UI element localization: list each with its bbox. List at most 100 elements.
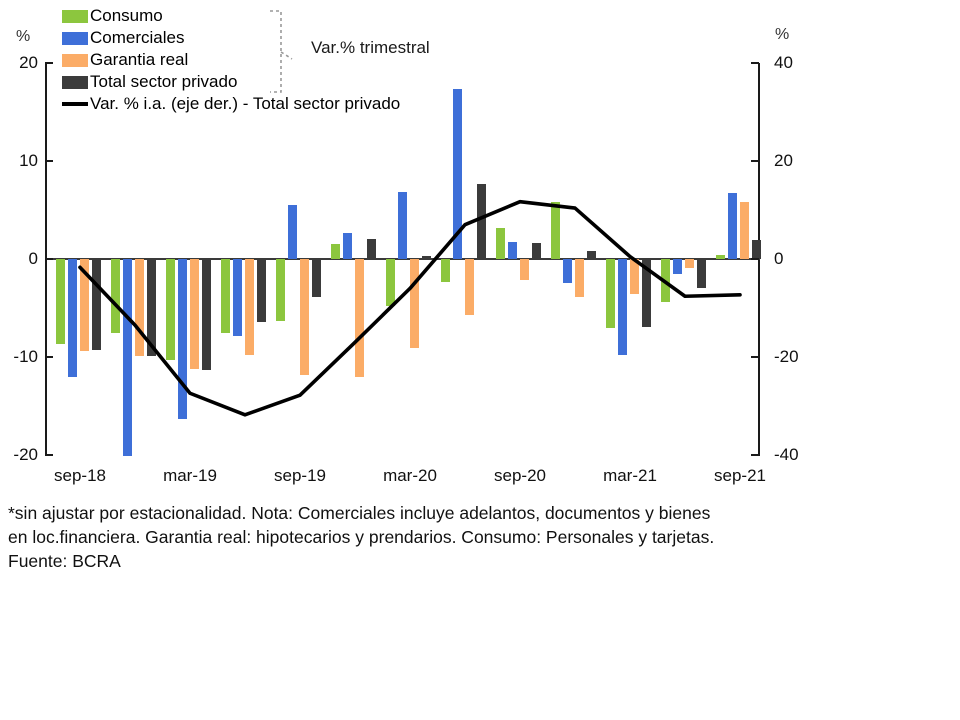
- legend-item-comerciales: Comerciales: [62, 27, 400, 49]
- bar-total-sector-privado-jun-20: [477, 183, 486, 259]
- footnote: *sin ajustar por estacionalidad. Nota: C…: [8, 501, 714, 573]
- left-axis-unit: %: [16, 28, 31, 45]
- bar-total-sector-privado-dic-19: [367, 239, 376, 259]
- bar-consumo-sep-20: [496, 227, 505, 259]
- legend-label: Total sector privado: [90, 72, 238, 91]
- consumo-swatch-icon: [62, 9, 88, 23]
- left-axis-tick: [45, 356, 53, 358]
- bar-garantia-real-dic-20: [575, 259, 584, 298]
- bar-comerciales-jun-21: [673, 259, 682, 274]
- bar-comerciales-mar-19: [178, 259, 187, 419]
- plot-area: [45, 63, 761, 456]
- footnote-line-2: en loc.financiera. Garantia real: hipote…: [8, 527, 715, 547]
- right-axis-tick: [751, 62, 759, 64]
- x-axis-tick-label: mar-20: [383, 466, 437, 485]
- legend-label: Garantia real: [90, 50, 189, 69]
- bar-consumo-sep-21: [716, 255, 725, 259]
- bar-consumo-mar-20: [386, 259, 395, 307]
- bar-comerciales-mar-21: [618, 259, 627, 356]
- x-axis-tick-label: sep-20: [494, 466, 546, 485]
- bar-total-sector-privado-sep-20: [532, 243, 541, 259]
- left-axis-tick-label: -10: [13, 347, 38, 366]
- bar-garantia-real-dic-18: [135, 259, 144, 357]
- annotation-var-trimestral: Var.% trimestral: [311, 38, 430, 57]
- bar-total-sector-privado-mar-21: [642, 259, 651, 327]
- bar-total-sector-privado-sep-21: [752, 240, 761, 259]
- bar-garantia-real-mar-19: [190, 259, 199, 369]
- bar-comerciales-sep-20: [508, 242, 517, 259]
- bar-total-sector-privado-dic-20: [587, 251, 596, 259]
- bar-garantia-real-sep-20: [520, 259, 529, 280]
- right-axis-tick-label: -40: [774, 445, 799, 464]
- left-axis-tick-label: 10: [19, 151, 38, 170]
- bar-consumo-sep-19: [276, 259, 285, 321]
- bar-comerciales-jun-19: [233, 259, 242, 337]
- garantia-real-swatch-icon: [62, 53, 88, 67]
- bar-garantia-real-mar-20: [410, 259, 419, 349]
- legend-item-total-sector-privado: Total sector privado: [62, 71, 400, 93]
- bar-garantia-real-mar-21: [630, 259, 639, 295]
- left-axis-tick: [45, 454, 53, 456]
- bar-comerciales-jun-20: [453, 89, 462, 259]
- right-axis-tick: [751, 356, 759, 358]
- bar-garantia-real-dic-19: [355, 259, 364, 377]
- bar-total-sector-privado-sep-19: [312, 259, 321, 298]
- bar-comerciales-sep-21: [728, 193, 737, 259]
- right-axis-tick-label: 20: [774, 151, 793, 170]
- legend-item-garantia-real: Garantia real: [62, 49, 400, 71]
- legend-label: Consumo: [90, 6, 163, 25]
- bar-consumo-mar-21: [606, 259, 615, 328]
- bar-consumo-dic-20: [551, 202, 560, 259]
- left-axis-tick-label: 20: [19, 53, 38, 72]
- x-axis-tick-label: sep-21: [714, 466, 766, 485]
- bar-garantia-real-sep-21: [740, 202, 749, 259]
- bar-total-sector-privado-jun-19: [257, 259, 266, 322]
- bar-comerciales-dic-18: [123, 259, 132, 456]
- right-axis-tick-label: 0: [774, 249, 784, 268]
- left-axis-tick: [45, 160, 53, 162]
- comerciales-swatch-icon: [62, 31, 88, 45]
- legend-item-var-ia-line: Var. % i.a. (eje der.) - Total sector pr…: [62, 93, 400, 115]
- bar-consumo-sep-18: [56, 259, 65, 345]
- bar-garantia-real-sep-19: [300, 259, 309, 375]
- legend-brace-icon: [270, 10, 293, 93]
- right-axis-unit: %: [775, 26, 790, 43]
- bar-consumo-dic-18: [111, 259, 120, 334]
- line-var-ia-total-sector-privado: [78, 199, 742, 417]
- bar-consumo-jun-19: [221, 259, 230, 334]
- left-axis-tick: [45, 62, 53, 64]
- bar-garantia-real-jun-19: [245, 259, 254, 356]
- bar-comerciales-mar-20: [398, 192, 407, 259]
- bar-total-sector-privado-dic-18: [147, 259, 156, 357]
- bar-comerciales-sep-19: [288, 205, 297, 259]
- right-axis-tick: [751, 258, 759, 260]
- legend-label: Var. % i.a. (eje der.) - Total sector pr…: [90, 94, 401, 113]
- right-axis-tick-label: -20: [774, 347, 799, 366]
- left-axis-tick: [45, 258, 53, 260]
- bar-comerciales-dic-19: [343, 232, 352, 259]
- bar-garantia-real-sep-18: [80, 259, 89, 352]
- bar-consumo-mar-19: [166, 259, 175, 360]
- bar-total-sector-privado-sep-18: [92, 259, 101, 351]
- legend-item-consumo: Consumo: [62, 5, 400, 27]
- bar-total-sector-privado-mar-20: [422, 256, 431, 259]
- line-swatch-icon: [62, 102, 88, 106]
- right-axis-tick-label: 40: [774, 53, 793, 72]
- left-axis-tick-label: 0: [28, 249, 38, 268]
- footnote-line-1: *sin ajustar por estacionalidad. Nota: C…: [8, 503, 711, 523]
- right-axis-tick: [751, 454, 759, 456]
- x-axis-tick-label: sep-18: [54, 466, 106, 485]
- total-sector-privado-swatch-icon: [62, 75, 88, 89]
- bar-comerciales-dic-20: [563, 259, 572, 283]
- bar-comerciales-sep-18: [68, 259, 77, 377]
- x-axis-tick-label: mar-21: [603, 466, 657, 485]
- left-axis-tick-label: -20: [13, 445, 38, 464]
- bar-garantia-real-jun-20: [465, 259, 474, 315]
- bar-total-sector-privado-jun-21: [697, 259, 706, 289]
- right-axis-tick: [751, 160, 759, 162]
- x-axis-tick-label: mar-19: [163, 466, 217, 485]
- zero-baseline: [45, 258, 760, 260]
- footnote-source: Fuente: BCRA: [8, 551, 121, 571]
- bar-consumo-dic-19: [331, 244, 340, 259]
